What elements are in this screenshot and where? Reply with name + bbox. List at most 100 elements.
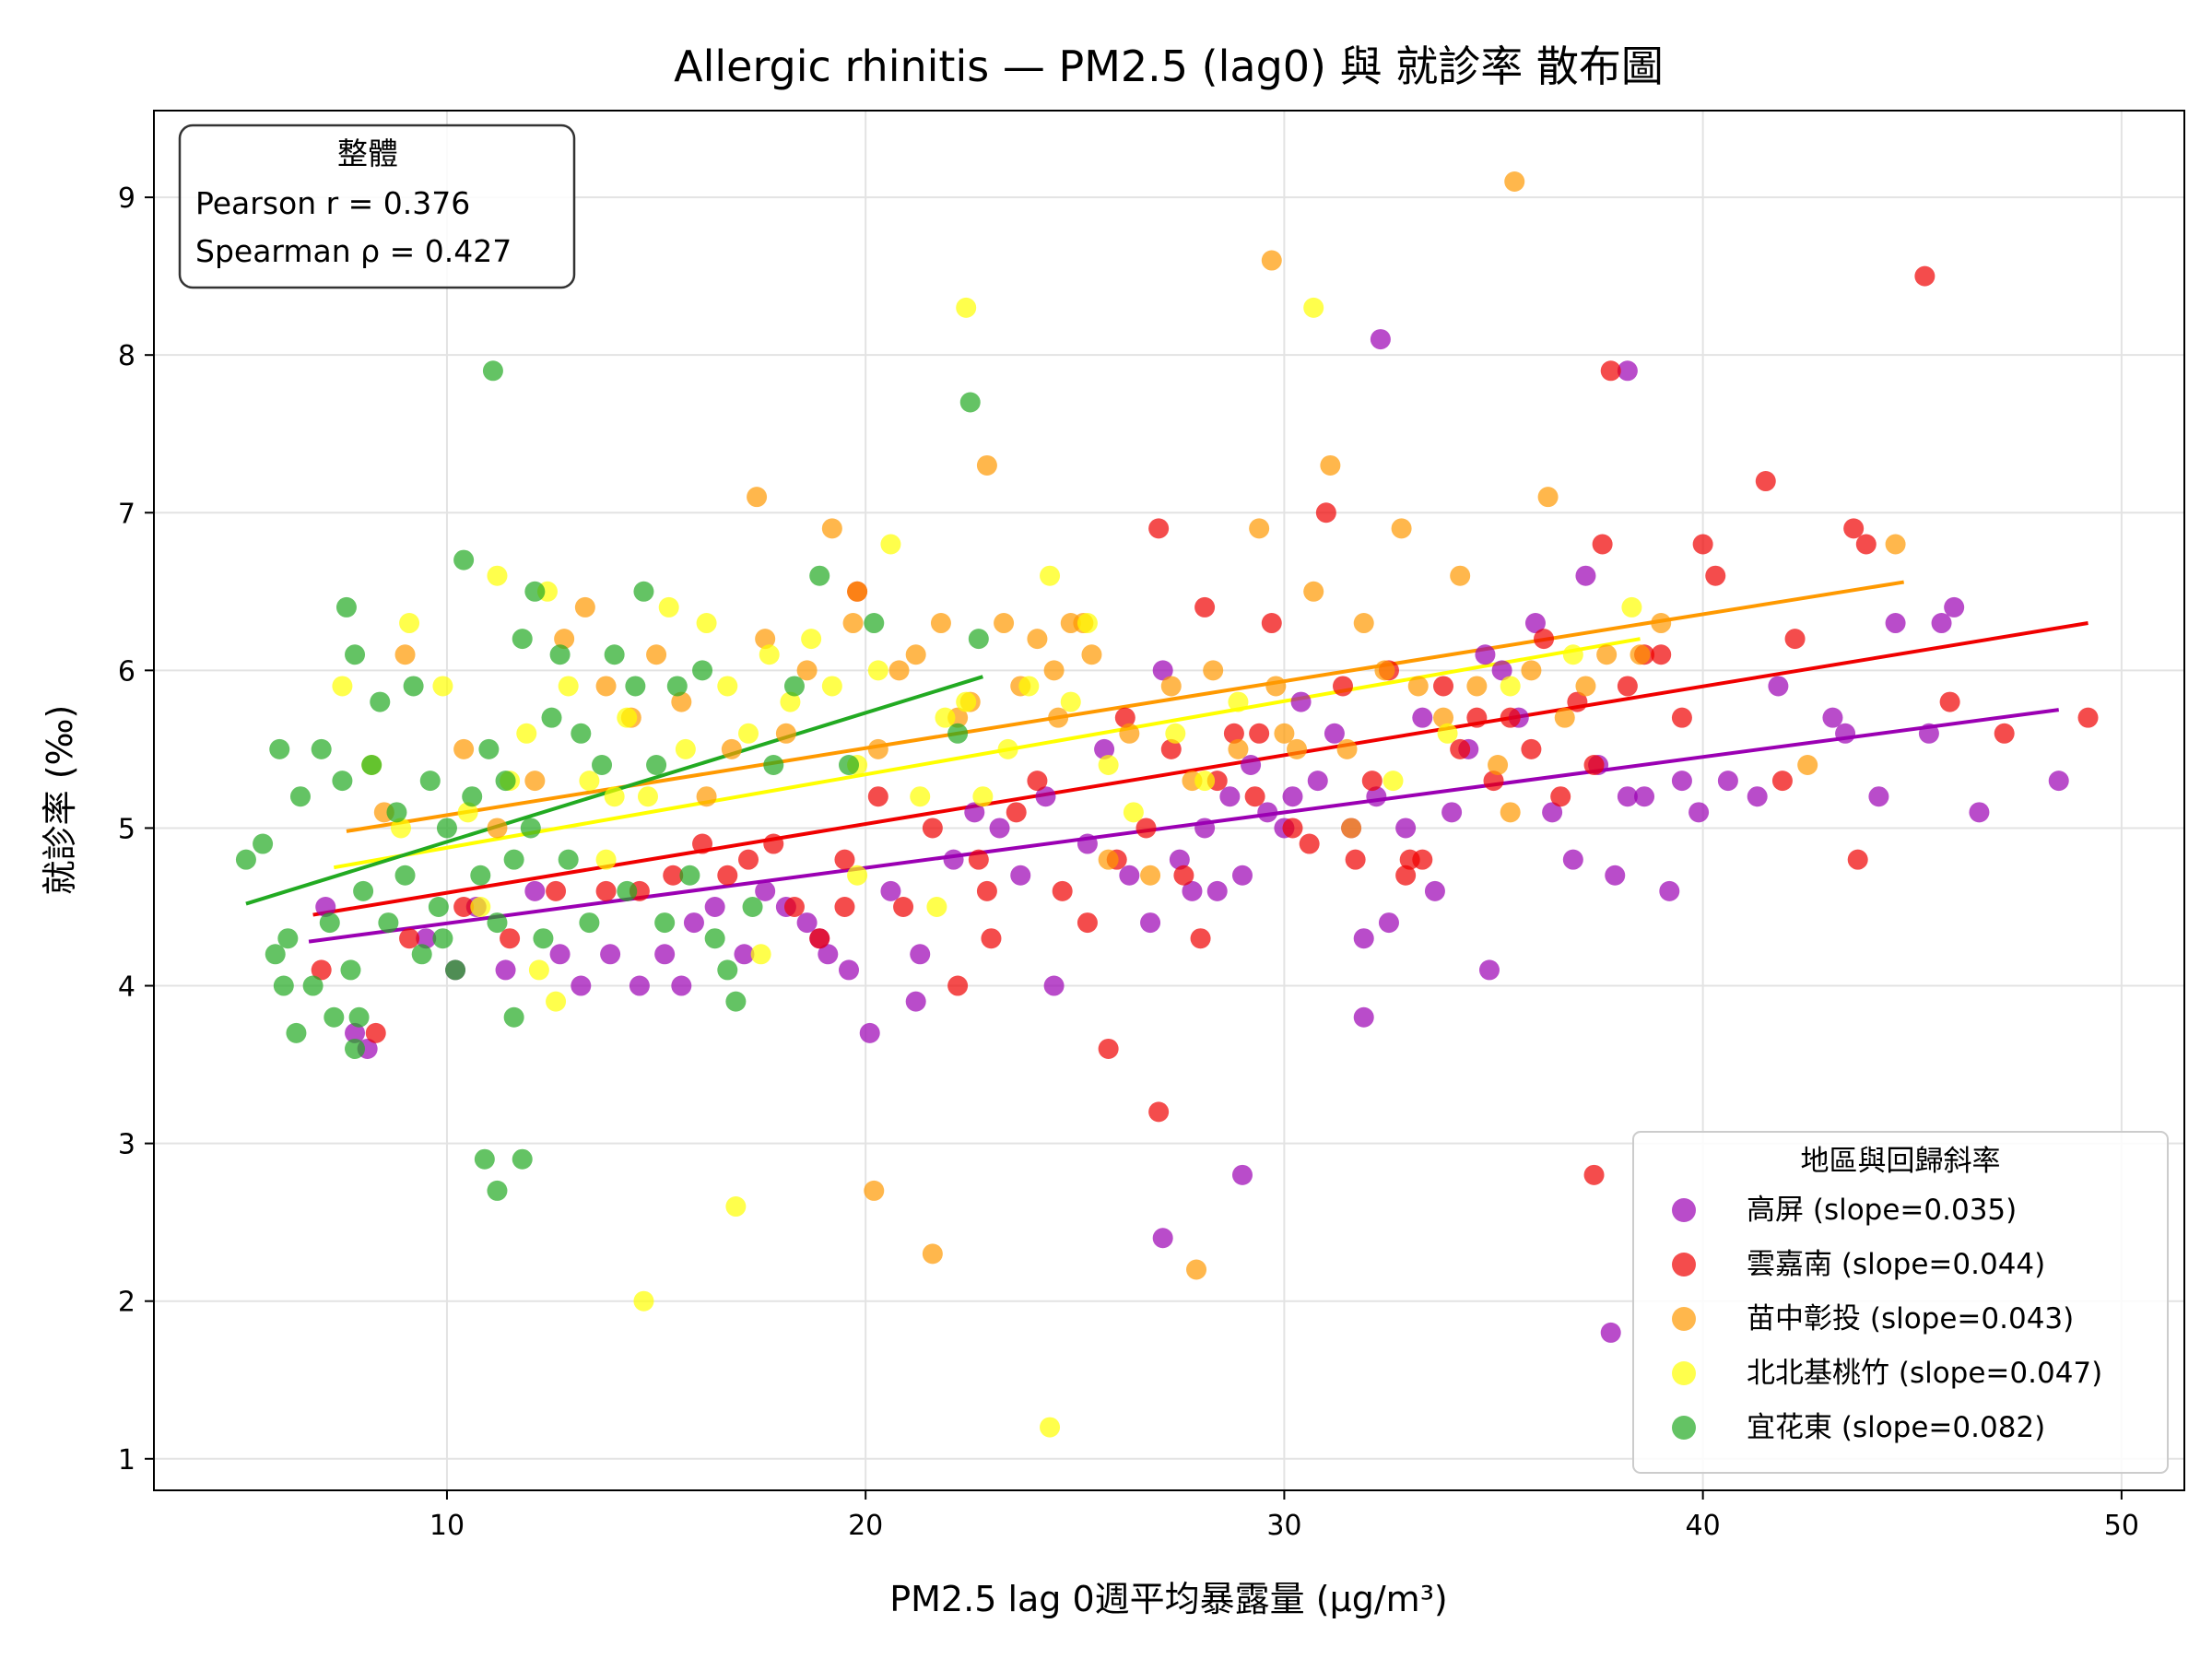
data-point: [595, 880, 617, 901]
data-point: [1027, 629, 1048, 650]
data-point: [809, 928, 830, 949]
data-point: [1040, 565, 1061, 586]
data-point: [1717, 771, 1738, 792]
data-point: [1621, 596, 1642, 618]
data-point: [666, 676, 688, 697]
data-point: [595, 676, 617, 697]
data-point: [935, 707, 956, 728]
data-point: [1617, 676, 1638, 697]
data-point: [880, 534, 901, 555]
data-point: [1918, 723, 1939, 744]
data-point: [1617, 360, 1638, 382]
data-point: [595, 849, 617, 870]
data-point: [1290, 691, 1312, 712]
data-point: [997, 738, 1018, 759]
data-point: [411, 944, 432, 965]
data-point: [1040, 1417, 1061, 1438]
data-point: [482, 360, 503, 382]
data-point: [972, 786, 994, 807]
data-point: [959, 392, 981, 413]
y-axis-label: 就診率 (‰): [40, 705, 80, 896]
data-point: [1391, 518, 1412, 539]
data-point: [1140, 912, 1161, 934]
data-point: [1114, 707, 1135, 728]
data-point: [457, 802, 478, 823]
data-point: [1043, 660, 1065, 681]
data-point: [311, 738, 332, 759]
data-point: [1265, 676, 1287, 697]
data-point: [1433, 707, 1454, 728]
data-point: [1671, 771, 1692, 792]
data-point: [1261, 613, 1282, 634]
data-point: [910, 786, 931, 807]
data-point: [717, 676, 738, 697]
plot-frame: [153, 110, 2185, 1491]
data-point: [968, 629, 989, 650]
data-point: [867, 660, 888, 681]
data-point: [1395, 818, 1417, 839]
data-point: [1152, 660, 1173, 681]
data-point: [1324, 723, 1345, 744]
data-point: [1315, 502, 1336, 524]
data-point: [533, 928, 554, 949]
data-point: [1006, 802, 1027, 823]
data-point: [315, 896, 336, 917]
data-point: [1466, 707, 1488, 728]
data-point: [1119, 865, 1140, 886]
data-point: [796, 660, 818, 681]
data-point: [1173, 865, 1194, 886]
data-point: [1450, 738, 1471, 759]
data-point: [286, 1022, 307, 1043]
data-point: [1353, 928, 1374, 949]
data-point: [663, 865, 684, 886]
y-tick-label: 1: [118, 1444, 135, 1477]
data-point: [922, 1243, 943, 1265]
data-point: [335, 596, 357, 618]
data-point: [1600, 1322, 1621, 1343]
data-point: [1478, 959, 1500, 981]
data-point: [495, 959, 516, 981]
legend-label: 雲嘉南 (slope=0.044): [1747, 1248, 2045, 1281]
regression-line: [346, 580, 1904, 833]
data-point: [956, 691, 977, 712]
x-axis-label: PM2.5 lag 0週平均暴露量 (μg/m³): [889, 1579, 1448, 1619]
data-point: [1605, 865, 1626, 886]
data-point: [839, 755, 860, 776]
data-point: [1500, 802, 1521, 823]
data-point: [633, 1290, 654, 1312]
data-point: [1562, 849, 1583, 870]
data-point: [269, 738, 290, 759]
data-point: [1203, 660, 1224, 681]
data-point: [867, 738, 888, 759]
data-point: [1182, 880, 1203, 901]
data-point: [419, 771, 441, 792]
data-point: [1433, 676, 1454, 697]
data-point: [1303, 297, 1324, 318]
data-point: [1939, 691, 1960, 712]
data-point: [1194, 818, 1216, 839]
stats-pearson: Pearson r = 0.376: [195, 185, 470, 221]
y-tick-label: 4: [118, 971, 135, 1004]
data-point: [332, 676, 353, 697]
data-point: [386, 802, 407, 823]
data-point: [265, 944, 286, 965]
data-point: [604, 644, 625, 665]
data-point: [704, 896, 725, 917]
data-point: [658, 596, 679, 618]
data-point: [487, 912, 508, 934]
data-point: [839, 959, 860, 981]
legend-marker: [1672, 1253, 1696, 1277]
data-point: [1098, 755, 1119, 776]
data-point: [633, 581, 654, 602]
data-point: [692, 833, 713, 854]
y-tick-label: 8: [118, 340, 135, 372]
data-point: [1194, 771, 1216, 792]
data-point: [1027, 771, 1048, 792]
data-point: [617, 880, 638, 901]
data-point: [1504, 171, 1525, 192]
data-point: [1784, 629, 1806, 650]
data-point: [1160, 676, 1182, 697]
data-point: [750, 944, 771, 965]
data-point: [725, 1196, 747, 1218]
